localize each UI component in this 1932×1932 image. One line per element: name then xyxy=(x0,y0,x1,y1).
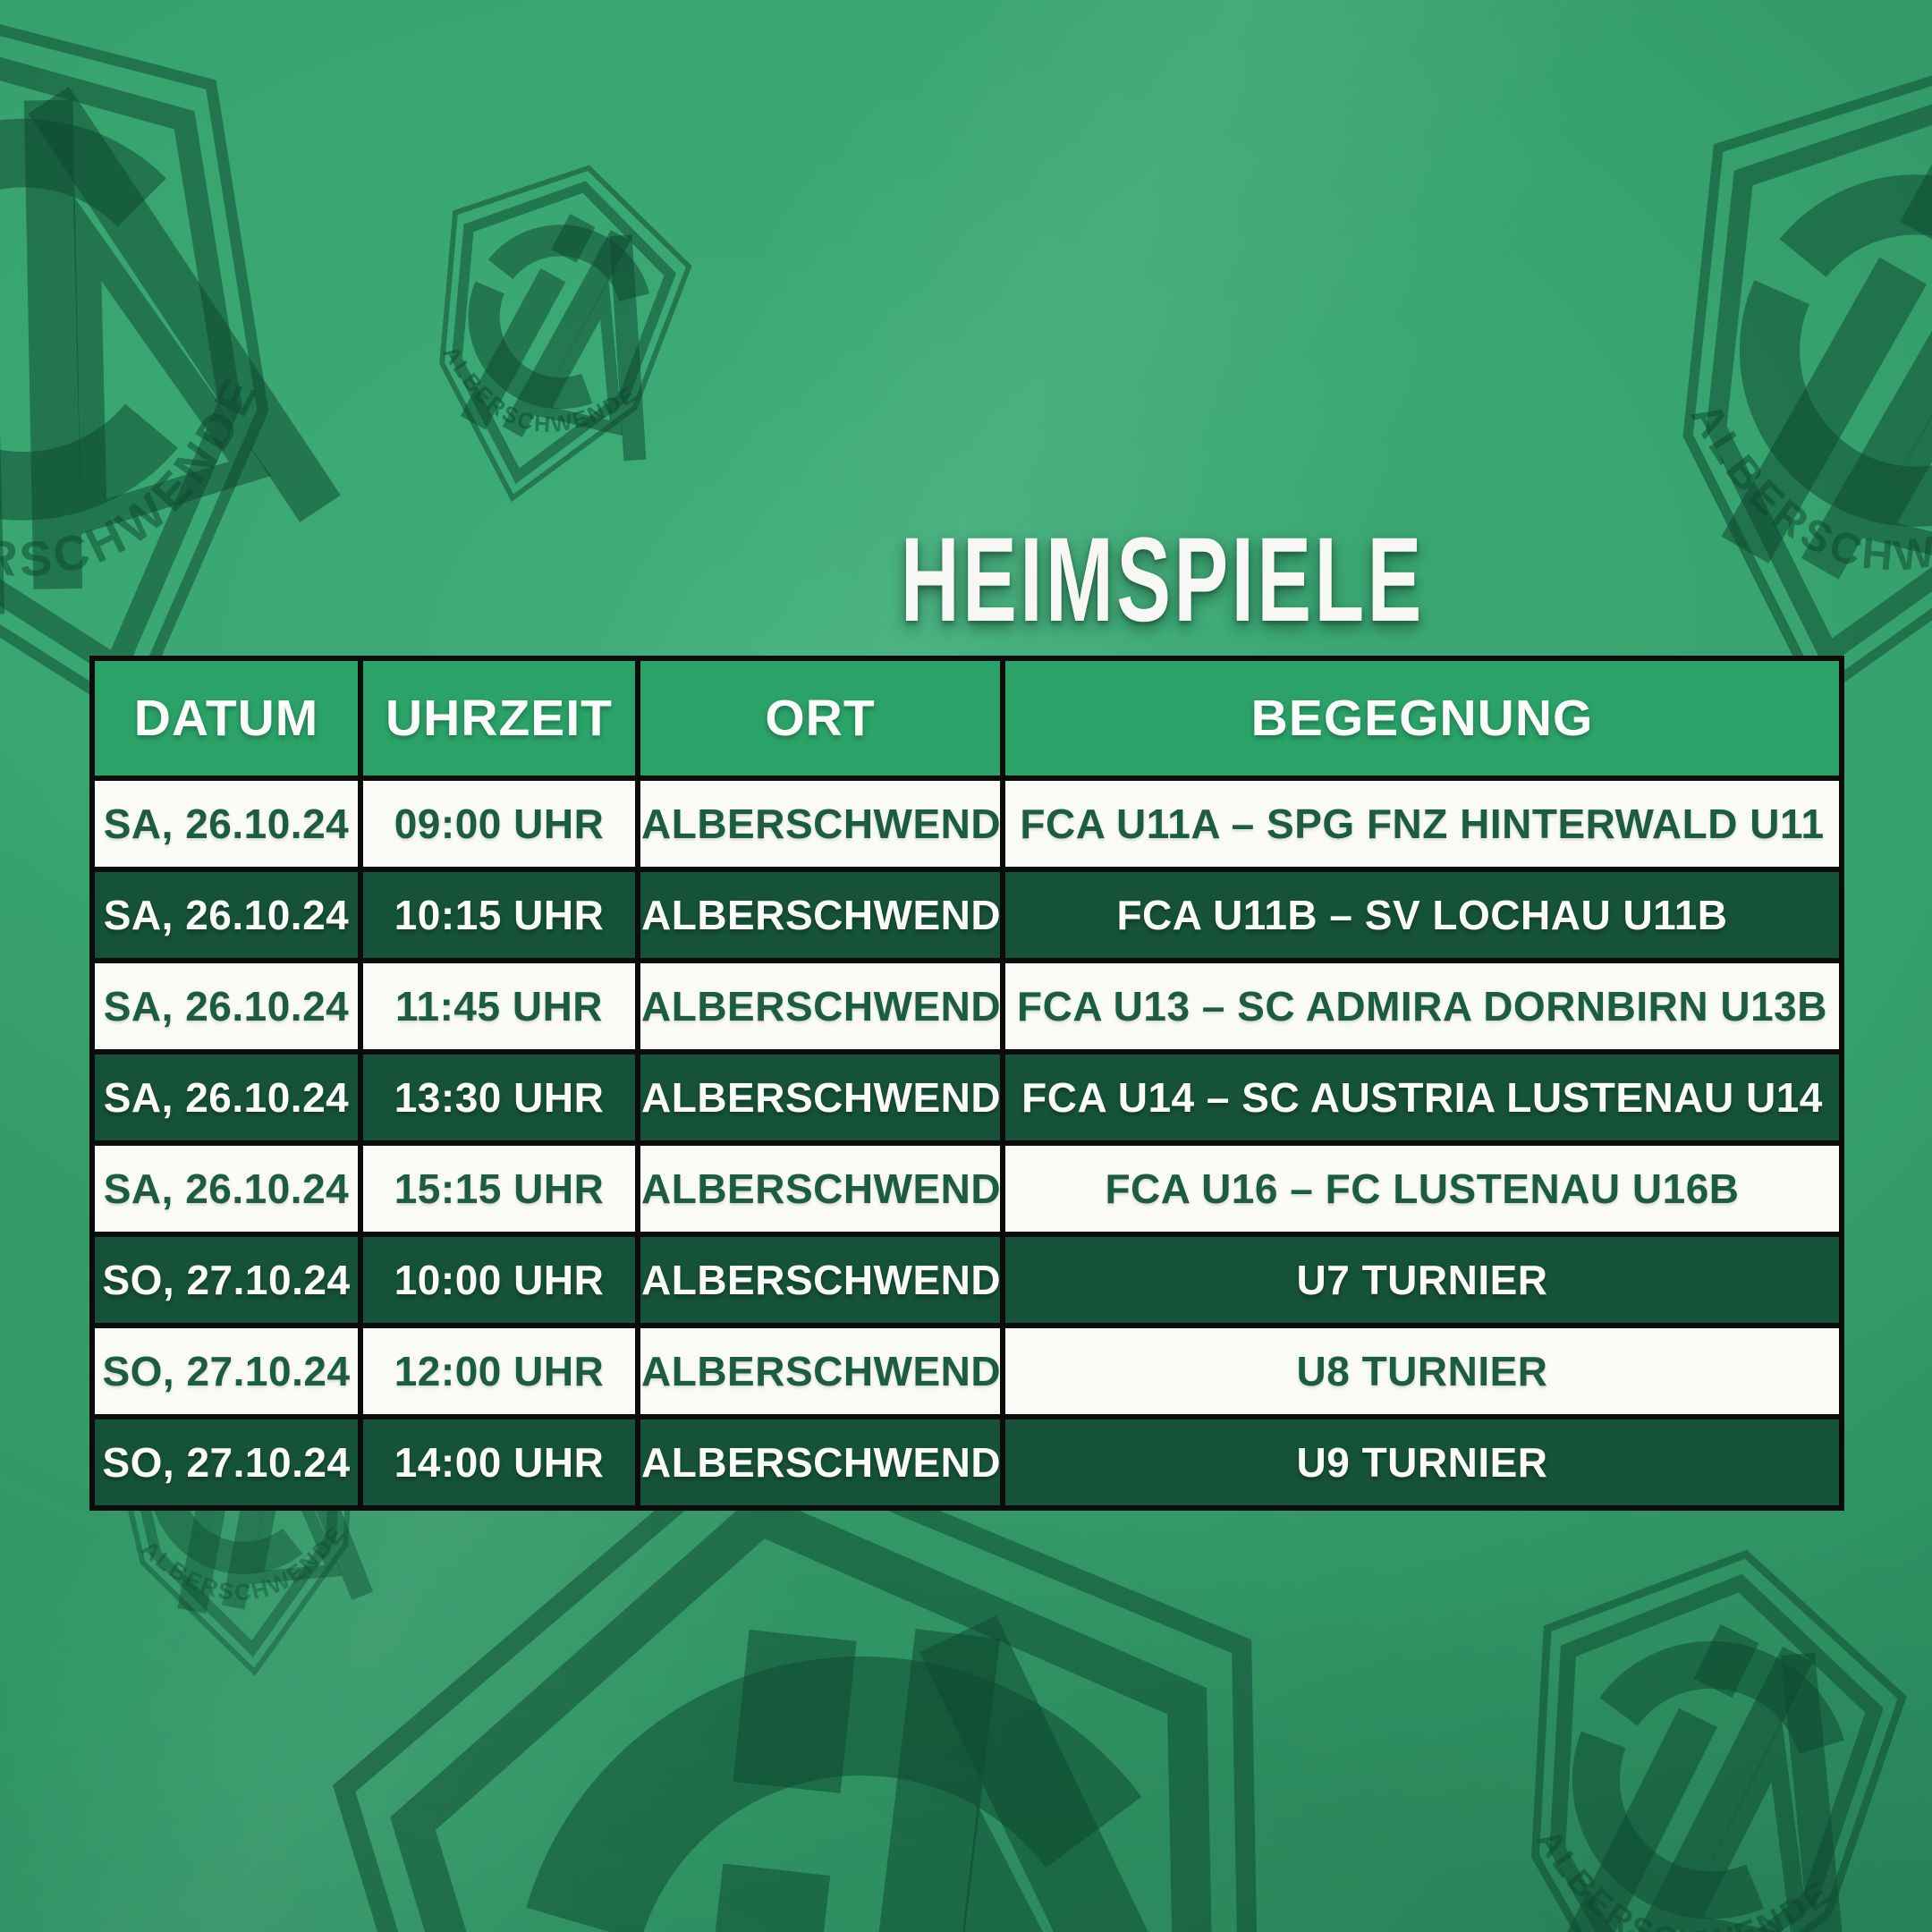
table-row: SA, 26.10.24 09:00 UHR ALBERSCHWENDE FCA… xyxy=(89,775,1844,872)
cell-ort: ALBERSCHWENDE xyxy=(635,867,1005,963)
cell-uhrzeit: 10:15 UHR xyxy=(358,867,640,963)
cell-begegnung: U7 TURNIER xyxy=(1000,1232,1844,1328)
cell-datum: SA, 26.10.24 xyxy=(89,1140,363,1237)
schedule-table: DATUM UHRZEIT ORT BEGEGNUNG SA, 26.10.24… xyxy=(89,656,1844,1511)
table-row: SO, 27.10.24 10:00 UHR ALBERSCHWENDE U7 … xyxy=(89,1232,1844,1328)
cell-datum: SA, 26.10.24 xyxy=(89,958,363,1055)
table-row: SA, 26.10.24 15:15 UHR ALBERSCHWENDE FCA… xyxy=(89,1140,1844,1237)
cell-ort: ALBERSCHWENDE xyxy=(635,1140,1005,1237)
cell-begegnung: FCA U13 – SC ADMIRA DORNBIRN U13B xyxy=(1000,958,1844,1055)
column-header-datum: DATUM xyxy=(89,656,363,781)
cell-datum: SA, 26.10.24 xyxy=(89,867,363,963)
cell-uhrzeit: 14:00 UHR xyxy=(358,1414,640,1511)
cell-ort: ALBERSCHWENDE xyxy=(635,775,1005,872)
table-row: SO, 27.10.24 14:00 UHR ALBERSCHWENDE U9 … xyxy=(89,1414,1844,1511)
cell-begegnung: FCA U11A – SPG FNZ HINTERWALD U11 xyxy=(1000,775,1844,872)
cell-uhrzeit: 15:15 UHR xyxy=(358,1140,640,1237)
club-crest-watermark xyxy=(366,130,736,536)
table-row: SA, 26.10.24 10:15 UHR ALBERSCHWENDE FCA… xyxy=(89,867,1844,963)
table-row: SA, 26.10.24 11:45 UHR ALBERSCHWENDE FCA… xyxy=(89,958,1844,1055)
table-row: SA, 26.10.24 13:30 UHR ALBERSCHWENDE FCA… xyxy=(89,1049,1844,1146)
schedule-table-body: SA, 26.10.24 09:00 UHR ALBERSCHWENDE FCA… xyxy=(89,775,1844,1511)
cell-uhrzeit: 12:00 UHR xyxy=(358,1323,640,1419)
header-row: DATUM UHRZEIT ORT BEGEGNUNG xyxy=(89,656,1844,781)
cell-begegnung: FCA U16 – FC LUSTENAU U16B xyxy=(1000,1140,1844,1237)
cell-ort: ALBERSCHWENDE xyxy=(635,1414,1005,1511)
cell-ort: ALBERSCHWENDE xyxy=(635,1232,1005,1328)
cell-datum: SA, 26.10.24 xyxy=(89,1049,363,1146)
cell-uhrzeit: 11:45 UHR xyxy=(358,958,640,1055)
cell-begegnung: U9 TURNIER xyxy=(1000,1414,1844,1511)
club-crest-watermark xyxy=(1426,1504,1932,1932)
cell-datum: SO, 27.10.24 xyxy=(89,1232,363,1328)
column-header-uhrzeit: UHRZEIT xyxy=(358,656,640,781)
column-header-begegnung: BEGEGNUNG xyxy=(1000,656,1844,781)
cell-begegnung: FCA U11B – SV LOCHAU U11B xyxy=(1000,867,1844,963)
cell-begegnung: U8 TURNIER xyxy=(1000,1323,1844,1419)
cell-uhrzeit: 13:30 UHR xyxy=(358,1049,640,1146)
cell-datum: SO, 27.10.24 xyxy=(89,1414,363,1511)
page-title-row: HEIMSPIELE xyxy=(0,521,1932,640)
table-row: SO, 27.10.24 12:00 UHR ALBERSCHWENDE U8 … xyxy=(89,1323,1844,1419)
cell-uhrzeit: 09:00 UHR xyxy=(358,775,640,872)
cell-uhrzeit: 10:00 UHR xyxy=(358,1232,640,1328)
column-header-ort: ORT xyxy=(635,656,1005,781)
cell-begegnung: FCA U14 – SC AUSTRIA LUSTENAU U14 xyxy=(1000,1049,1844,1146)
cell-ort: ALBERSCHWENDE xyxy=(635,958,1005,1055)
cell-datum: SO, 27.10.24 xyxy=(89,1323,363,1419)
page-title: HEIMSPIELE xyxy=(901,513,1425,647)
cell-datum: SA, 26.10.24 xyxy=(89,775,363,872)
cell-ort: ALBERSCHWENDE xyxy=(635,1049,1005,1146)
schedule-table-header: DATUM UHRZEIT ORT BEGEGNUNG xyxy=(89,656,1844,781)
cell-ort: ALBERSCHWENDE xyxy=(635,1323,1005,1419)
